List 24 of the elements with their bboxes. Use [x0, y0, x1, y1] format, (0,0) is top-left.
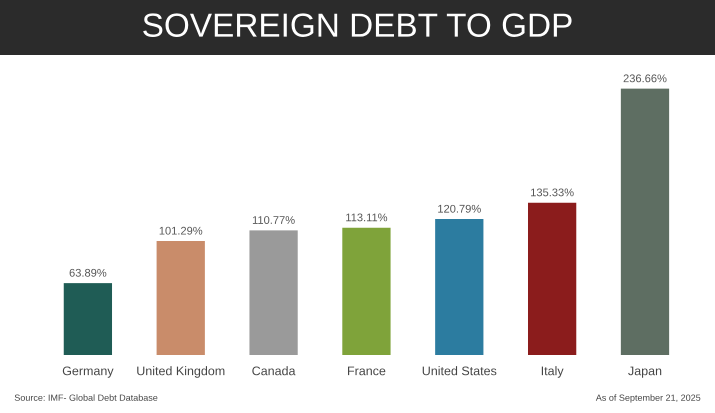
data-label: 63.89%	[70, 268, 106, 277]
x-tick-label: France	[348, 366, 386, 376]
bar	[528, 202, 576, 355]
x-tick-label: Canada	[252, 366, 296, 376]
bar	[435, 219, 484, 355]
bar	[249, 230, 298, 355]
text: As of September 21, 2025	[596, 394, 700, 403]
x-tick-label: Italy	[542, 366, 564, 378]
source-note: Source: IMF- Global Debt Database	[14, 394, 158, 401]
x-tick-label: United Kingdom	[137, 366, 224, 378]
bar	[342, 228, 391, 355]
x-tick-label: Germany	[62, 366, 114, 378]
chart-title: SOVEREIGN DEBT TO GDP	[143, 13, 572, 37]
data-label: 113.11%	[346, 213, 388, 222]
data-label: 120.79%	[438, 204, 481, 213]
bar	[156, 241, 205, 355]
x-tick-label: Japan	[628, 366, 662, 378]
bar	[620, 88, 670, 355]
x-tick-label: United States	[422, 366, 496, 376]
data-label: 101.29%	[160, 226, 202, 235]
bar	[64, 283, 112, 355]
data-label: 236.66%	[624, 74, 667, 82]
data-label: 110.77%	[252, 216, 295, 224]
data-label: 135.33%	[531, 188, 574, 196]
